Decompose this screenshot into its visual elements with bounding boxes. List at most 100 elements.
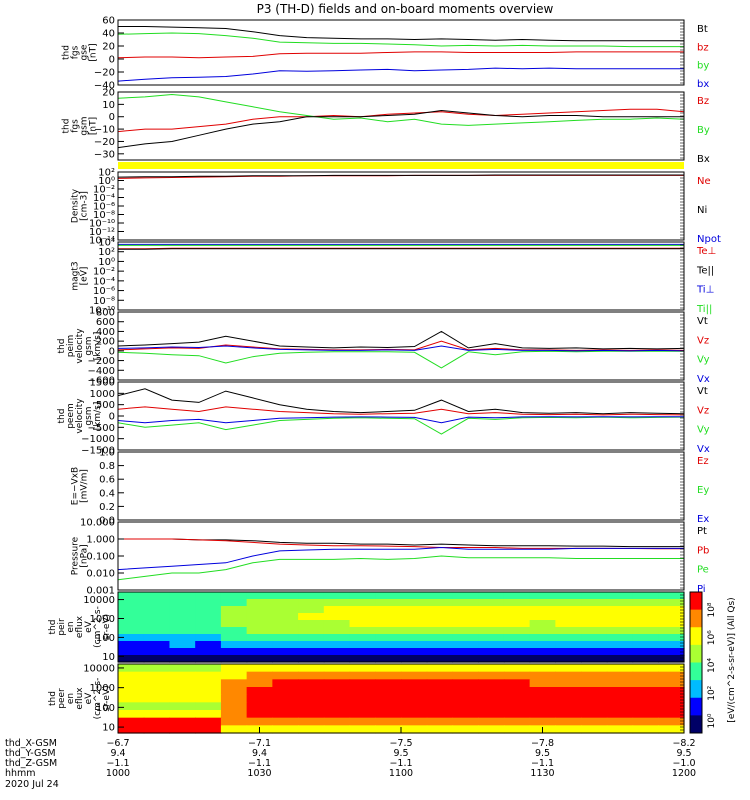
heatmap-cell xyxy=(478,620,505,628)
heatmap-cell xyxy=(118,671,145,680)
heatmap-cell xyxy=(195,641,222,649)
heatmap-cell xyxy=(606,606,634,614)
series-line-Vx xyxy=(117,345,685,352)
panel-7: Pt Pb Pe Pi 10.000 1.000 0.100 0.010 0.001 Pressu… xyxy=(71,518,710,597)
heatmap-cell xyxy=(298,648,325,656)
x-tick-label: 9.5 xyxy=(393,748,408,759)
heatmap-cell xyxy=(581,702,608,711)
heatmap-cell xyxy=(632,694,659,703)
heatmap-cell xyxy=(323,664,351,673)
heatmap-cell xyxy=(220,613,248,621)
heatmap-cell xyxy=(606,627,634,635)
heatmap-cell xyxy=(452,702,479,711)
heatmap-cell xyxy=(503,599,531,607)
heatmap-cell xyxy=(632,725,659,734)
heatmap-cell xyxy=(272,648,299,656)
heatmap-cell xyxy=(478,606,505,614)
heatmap-cell xyxy=(426,606,454,614)
heatmap-cell xyxy=(143,710,171,719)
legend-entry: Ez xyxy=(697,456,709,467)
y-axis-label: thd xyxy=(57,409,67,424)
heatmap-cell xyxy=(246,613,273,621)
heatmap-cell xyxy=(298,592,325,600)
heatmap-cell xyxy=(503,717,531,726)
heatmap-cell xyxy=(143,648,171,656)
heatmap-cell xyxy=(195,671,222,680)
heatmap-cell xyxy=(195,687,222,696)
y-axis-label: eflux xyxy=(75,687,85,710)
series-line-Ni xyxy=(117,174,684,178)
heatmap-cell xyxy=(401,613,428,621)
y-tick-label: −30 xyxy=(94,149,115,160)
heatmap-cell xyxy=(298,694,325,703)
x-tick-label: 1000 xyxy=(106,768,130,779)
heatmap-cell xyxy=(272,702,299,711)
heatmap-cell xyxy=(503,606,531,614)
colorbar-segment xyxy=(690,662,702,681)
heatmap-cell xyxy=(581,671,608,680)
heatmap-cell xyxy=(375,592,402,600)
heatmap-cell xyxy=(606,717,634,726)
heatmap-cell xyxy=(349,664,376,673)
y-axis-label: Density xyxy=(71,188,81,223)
heatmap-cell xyxy=(606,648,634,656)
heatmap-cell xyxy=(606,694,634,703)
y-tick-label: 10⁻⁸ xyxy=(93,210,115,221)
heatmap-cell xyxy=(298,664,325,673)
heatmap-cell xyxy=(503,620,531,628)
series-line-Bz xyxy=(117,108,685,133)
heatmap-cell xyxy=(246,634,273,642)
y-tick-label: 0 xyxy=(109,412,115,423)
heatmap-cell xyxy=(246,687,273,696)
heatmap-cell xyxy=(375,702,402,711)
panel-9: 10000 1000 100 10 thd peer en eflux eV (cm^2-s-sr… xyxy=(48,663,685,734)
heatmap-cell xyxy=(606,687,634,696)
panel-frame xyxy=(117,381,685,451)
heatmap-cell xyxy=(272,627,299,635)
heatmap-cell xyxy=(323,641,351,649)
heatmap-cell xyxy=(401,687,428,696)
heatmap-cell xyxy=(118,620,145,628)
legend-entry: bz xyxy=(697,42,709,53)
heatmap-cell xyxy=(143,634,171,642)
heatmap-cell xyxy=(452,592,479,600)
heatmap-cell xyxy=(503,679,531,688)
y-tick-label: 600 xyxy=(96,317,115,328)
heatmap-cell xyxy=(272,655,299,663)
heatmap-cell xyxy=(401,717,428,726)
heatmap-cell xyxy=(349,687,376,696)
heatmap-cell xyxy=(529,717,556,726)
heatmap-cell xyxy=(632,634,659,642)
heatmap-cell xyxy=(658,592,685,600)
heatmap-cell xyxy=(375,606,402,614)
series-line-Vz xyxy=(117,406,685,416)
heatmap-cell xyxy=(452,671,479,680)
heatmap-cell xyxy=(426,592,454,600)
heatmap-cell xyxy=(195,702,222,711)
panel-frame xyxy=(117,591,685,663)
heatmap-cell xyxy=(195,627,222,635)
y-tick-label: 1.0 xyxy=(99,448,115,459)
heatmap-cell xyxy=(503,627,531,635)
heatmap-cell xyxy=(452,687,479,696)
series-line-Vy xyxy=(117,350,684,369)
heatmap-cell xyxy=(220,634,248,642)
heatmap-cell xyxy=(606,634,634,642)
heatmap-cell xyxy=(606,725,634,734)
heatmap-cell xyxy=(118,592,145,600)
y-tick-label: 10⁻² xyxy=(93,185,115,196)
heatmap-cell xyxy=(118,606,145,614)
heatmap-cell xyxy=(452,613,479,621)
x-tick-label: 1200 xyxy=(672,768,696,779)
legend-entry: Vx xyxy=(697,444,710,455)
y-axis-label: [cm-3] xyxy=(80,191,90,221)
heatmap-cell xyxy=(401,634,428,642)
heatmap-cell xyxy=(143,641,171,649)
heatmap-cell xyxy=(169,592,196,600)
heatmap-cell xyxy=(401,606,428,614)
heatmap-cell xyxy=(220,620,248,628)
heatmap-cell xyxy=(529,694,556,703)
heatmap-cell xyxy=(658,641,685,649)
heatmap-cell xyxy=(658,634,685,642)
heatmap-cell xyxy=(426,620,454,628)
